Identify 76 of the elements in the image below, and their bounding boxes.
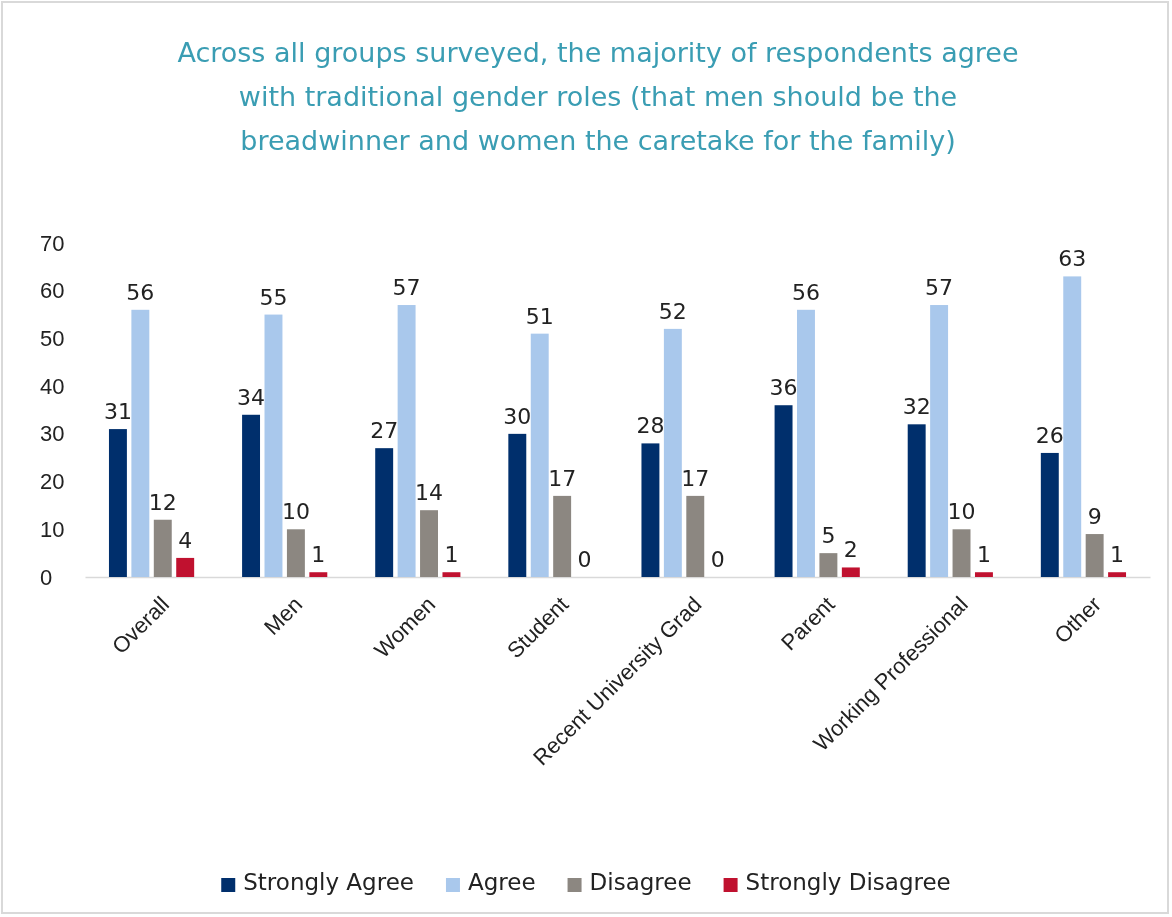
- data-label: 52: [658, 298, 687, 324]
- x-tick-label: Men: [259, 591, 308, 640]
- y-tick-label: 60: [40, 278, 65, 304]
- bar: [1063, 276, 1082, 577]
- bar: [442, 572, 461, 577]
- bar: [663, 328, 682, 577]
- data-label: 17: [548, 465, 577, 491]
- data-label: 56: [126, 279, 155, 305]
- data-label: 9: [1087, 504, 1102, 530]
- bar: [553, 495, 572, 577]
- data-label: 26: [1035, 422, 1064, 448]
- data-label: 57: [925, 275, 954, 301]
- data-label: 1: [311, 542, 326, 568]
- bar: [397, 305, 416, 577]
- bar: [641, 443, 660, 577]
- y-tick-label: 10: [40, 516, 65, 542]
- legend-label: Disagree: [589, 869, 692, 895]
- data-label: 10: [281, 499, 310, 525]
- y-tick-label: 50: [40, 325, 65, 351]
- y-tick-label: 70: [40, 230, 65, 256]
- bar: [242, 414, 261, 577]
- y-tick-label: 30: [40, 421, 65, 447]
- data-label: 55: [259, 284, 288, 310]
- data-label: 1: [444, 542, 459, 568]
- data-label: 14: [415, 480, 444, 506]
- legend-label: Strongly Agree: [243, 869, 414, 895]
- data-label: 1: [1110, 542, 1125, 568]
- bar: [309, 572, 328, 577]
- data-label: 36: [769, 375, 798, 401]
- data-label: 27: [370, 418, 399, 444]
- data-label: 1: [976, 542, 991, 568]
- data-label: 0: [577, 547, 592, 572]
- data-label: 5: [821, 523, 836, 549]
- data-label: 30: [503, 403, 532, 429]
- bar: [841, 567, 860, 577]
- bar: [930, 305, 949, 577]
- bar: [774, 405, 793, 577]
- bar: [530, 333, 549, 577]
- data-label: 34: [237, 384, 266, 410]
- bar: [264, 314, 283, 577]
- chart-title: Across all groups surveyed, the majority of respondents agree with traditional gender roles (that men should be the breadwinner and women the caretake for the family): [177, 37, 1019, 156]
- data-label: 56: [791, 279, 820, 305]
- data-label: 57: [392, 275, 421, 301]
- bar: [907, 424, 926, 577]
- bar: [286, 529, 305, 577]
- y-tick-label: 20: [40, 469, 65, 495]
- bar: [375, 448, 394, 577]
- bar: [974, 572, 993, 577]
- data-label: 12: [148, 489, 177, 515]
- bar: [952, 529, 971, 577]
- bar: [508, 433, 527, 577]
- bar: [153, 519, 172, 577]
- bar: [176, 557, 195, 577]
- y-tick-label: 0: [40, 564, 53, 590]
- data-label: 31: [103, 399, 132, 425]
- data-label: 4: [178, 527, 193, 553]
- legend-label: Strongly Disagree: [745, 869, 951, 895]
- data-label: 28: [636, 413, 665, 439]
- bar: [1085, 534, 1104, 577]
- data-label: 2: [843, 537, 858, 563]
- data-label: 0: [710, 547, 725, 572]
- data-label: 10: [947, 499, 976, 525]
- data-label: 51: [525, 303, 554, 329]
- bar: [1040, 452, 1059, 577]
- data-label: 63: [1058, 246, 1087, 272]
- data-label: 32: [902, 394, 931, 420]
- bar: [108, 429, 127, 577]
- bar: [420, 510, 438, 577]
- data-label: 17: [681, 465, 710, 491]
- bar: [797, 309, 815, 577]
- legend-label: Agree: [467, 869, 536, 895]
- bar: [131, 309, 150, 577]
- y-tick-label: 40: [40, 373, 65, 399]
- bar: [819, 553, 838, 577]
- bar: [686, 495, 705, 577]
- bar: [1108, 572, 1127, 577]
